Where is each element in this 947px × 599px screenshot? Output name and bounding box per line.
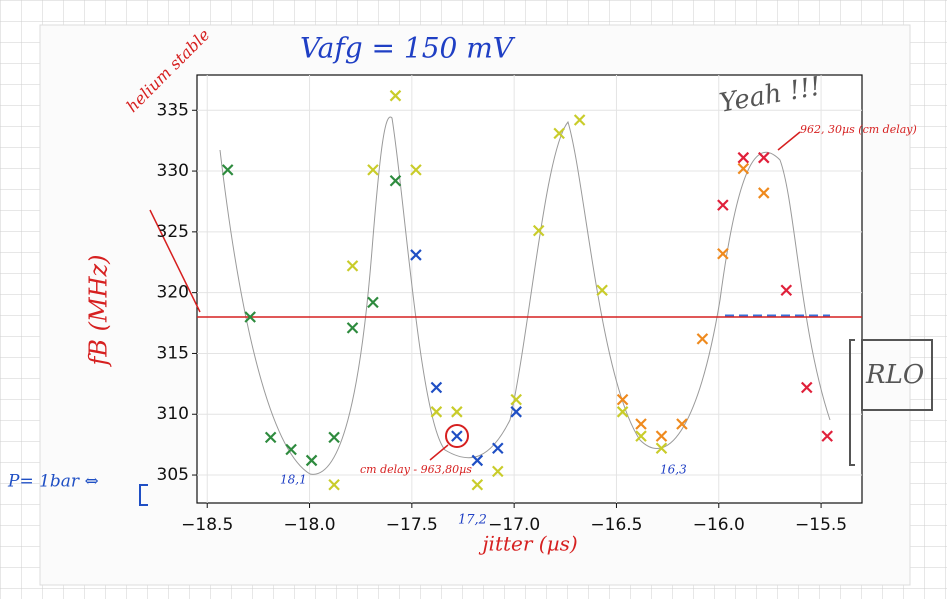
point — [510, 406, 522, 418]
point — [553, 127, 565, 140]
y-tick-label: 305 — [157, 465, 189, 485]
point — [573, 114, 586, 126]
annotation: RLO — [865, 360, 924, 390]
x-tick-label: −15.5 — [795, 515, 847, 535]
point — [635, 418, 647, 430]
y-tick-label: 335 — [157, 100, 189, 120]
point — [717, 199, 729, 211]
point — [471, 454, 484, 467]
point — [410, 249, 422, 261]
point — [389, 89, 402, 102]
x-tick-label: −18.5 — [181, 515, 233, 535]
title: Vafg = 150 mV — [300, 32, 516, 65]
x-tick-label: −18.0 — [283, 515, 335, 535]
point — [451, 430, 463, 442]
point — [676, 418, 688, 430]
point — [221, 164, 234, 176]
fit-curve — [219, 116, 831, 475]
y-tick-label: 310 — [157, 404, 189, 424]
point — [616, 406, 629, 418]
x-tick-label: −17.5 — [386, 515, 438, 535]
rlo-box — [861, 339, 933, 411]
point — [367, 296, 379, 309]
highlight-circle — [445, 424, 469, 448]
point — [328, 431, 340, 444]
point — [471, 478, 484, 491]
point — [328, 478, 340, 491]
point — [737, 162, 750, 175]
point — [451, 406, 463, 418]
point — [780, 284, 793, 296]
y-tick-label: 320 — [157, 283, 189, 303]
y-tick-label: 325 — [157, 222, 189, 242]
point — [758, 187, 770, 199]
marks — [197, 89, 862, 491]
y-label: fB (MHz) — [85, 254, 113, 367]
x-tick-label: −16.0 — [693, 515, 745, 535]
rlo-bracket — [849, 339, 855, 466]
point — [737, 151, 750, 164]
arrows — [149, 131, 801, 461]
point — [410, 164, 422, 176]
point — [264, 431, 277, 444]
point — [492, 442, 504, 455]
grid — [192, 75, 862, 508]
annotation: 17,2 — [458, 513, 487, 528]
point — [346, 322, 359, 334]
annotation: 18,1 — [280, 473, 307, 487]
x-tick-label: −17.0 — [488, 515, 540, 535]
point — [655, 442, 668, 455]
point — [616, 393, 629, 406]
point — [758, 151, 770, 164]
point — [635, 430, 647, 442]
point — [367, 164, 379, 176]
plot-frame — [196, 74, 863, 504]
annotation: 962, 30µs (cm delay) — [800, 123, 917, 136]
point — [244, 311, 256, 323]
annotation: 16,3 — [660, 463, 687, 477]
point — [305, 454, 318, 467]
point — [821, 430, 833, 442]
point — [655, 430, 668, 442]
bracket — [139, 484, 148, 506]
x-label: jitter (µs) — [478, 532, 577, 556]
point — [346, 260, 359, 272]
point — [696, 333, 709, 345]
point — [596, 284, 608, 296]
annotation: cm delay - 963,80µs — [360, 463, 472, 476]
point — [285, 443, 297, 456]
point — [389, 175, 402, 187]
y-tick-label: 330 — [157, 161, 189, 181]
point — [800, 381, 813, 394]
point — [532, 224, 545, 237]
point — [510, 393, 522, 406]
point — [430, 406, 443, 418]
y-tick-label: 315 — [157, 343, 189, 363]
x-tick-label: −16.5 — [590, 515, 642, 535]
point — [430, 381, 443, 394]
point — [492, 465, 504, 478]
annotation: P= 1bar ⇔ — [7, 472, 99, 492]
point — [717, 247, 729, 260]
